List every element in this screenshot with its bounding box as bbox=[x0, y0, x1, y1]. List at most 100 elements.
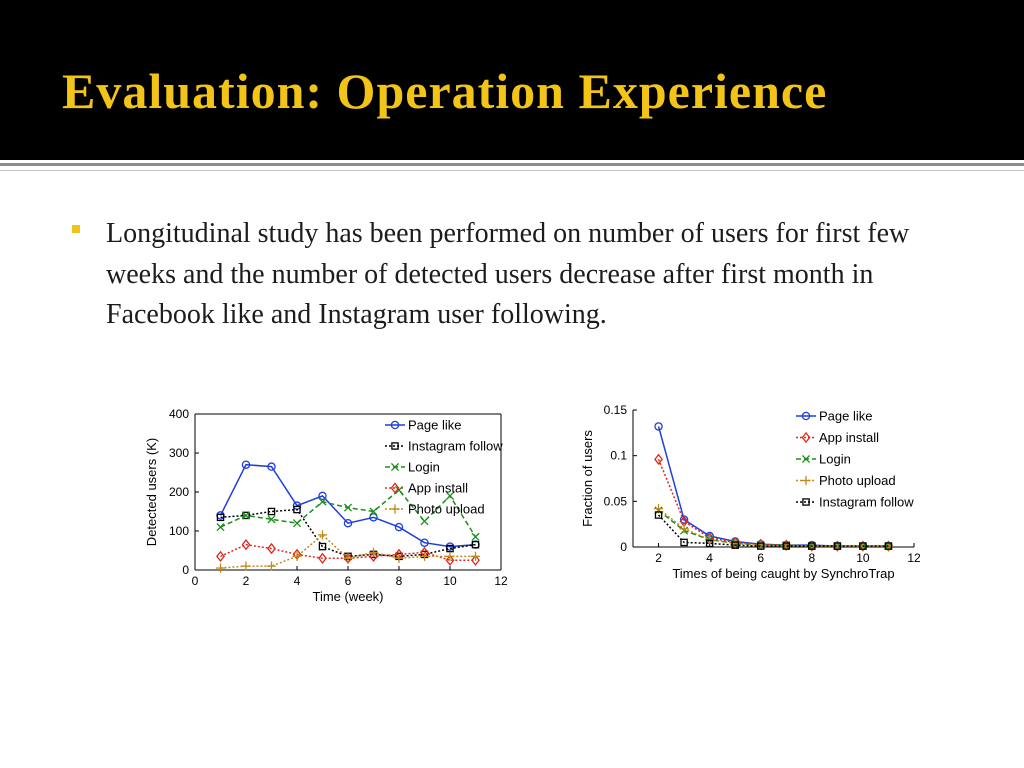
detected-users-chart: 0 2 4 6 8 10 12 0 100 200 300 400 Time (week) Detecte… bbox=[144, 407, 508, 604]
fraction-of-users-chart: 2 4 6 8 10 12 0 0.05 0.1 0.15 Times of being caugh… bbox=[580, 403, 921, 581]
chart1-x-tick-label: 8 bbox=[396, 574, 403, 588]
chart2-point-instagram-follow bbox=[680, 538, 688, 547]
chart2-legend-marker-login bbox=[801, 454, 811, 464]
chart1-point-photo-upload bbox=[445, 551, 455, 561]
chart2-point-instagram-follow bbox=[833, 542, 842, 550]
chart1-point-page-like bbox=[343, 518, 353, 528]
chart2-point-instagram-follow bbox=[756, 542, 765, 550]
chart2-legend-marker-instagram-follow bbox=[802, 498, 810, 506]
chart1-y-tick-label: 200 bbox=[169, 485, 189, 499]
chart1-point-login bbox=[292, 519, 302, 528]
chart2-x-tick-label: 12 bbox=[907, 551, 921, 565]
title-divider-thin bbox=[0, 170, 1024, 171]
chart1-point-login bbox=[216, 523, 225, 532]
chart1-point-page-like bbox=[241, 460, 251, 469]
chart2-series-line-instagram-follow bbox=[657, 514, 889, 547]
title-divider bbox=[0, 163, 1024, 166]
chart1-y-tick-label: 100 bbox=[169, 524, 189, 538]
chart2-y-tick-label: 0.1 bbox=[610, 449, 627, 463]
title-bar: Evaluation: Operation Experience bbox=[0, 0, 1024, 160]
chart1-point-instagram-follow bbox=[446, 544, 454, 553]
chart1-point-login bbox=[420, 517, 429, 526]
chart1-point-login bbox=[241, 511, 251, 520]
chart1-point-app-install bbox=[318, 552, 327, 564]
chart1-point-app-install bbox=[369, 550, 378, 563]
chart1-point-instagram-follow bbox=[471, 540, 480, 549]
chart2-point-page-like bbox=[654, 422, 663, 431]
chart2-y-tick-label: 0.15 bbox=[604, 403, 628, 417]
chart1-legend-label-photo-upload: Photo upload bbox=[408, 502, 485, 517]
chart1-point-instagram-follow bbox=[242, 511, 250, 520]
chart2-x-tick-label: 6 bbox=[757, 551, 764, 565]
chart1-point-app-install bbox=[216, 550, 225, 563]
chart1-legend-marker-instagram-follow bbox=[391, 442, 399, 450]
chart1-point-app-install bbox=[445, 554, 455, 566]
chart1-legend-label-page-like: Page like bbox=[408, 418, 461, 433]
chart1-point-app-install bbox=[343, 552, 353, 564]
chart2-x-tick-label: 8 bbox=[808, 551, 815, 565]
chart2-legend-marker-app-install bbox=[801, 431, 811, 444]
chart1-x-axis-label: Time (week) bbox=[312, 589, 383, 604]
chart1-series-line-photo-upload bbox=[220, 533, 476, 569]
chart2-point-instagram-follow bbox=[808, 542, 816, 550]
chart2-point-instagram-follow bbox=[731, 541, 739, 549]
chart1-point-instagram-follow bbox=[216, 513, 225, 522]
chart1-y-axis-label: Detected users (K) bbox=[144, 438, 159, 546]
chart1-x-tick-label: 12 bbox=[494, 574, 508, 588]
chart1-x-tick-label: 6 bbox=[345, 574, 352, 588]
chart1-x-tick-label: 10 bbox=[443, 574, 457, 588]
chart2-x-axis-label: Times of being caught by SynchroTrap bbox=[672, 566, 894, 581]
chart1-point-app-install bbox=[241, 538, 251, 551]
chart2-point-app-install bbox=[654, 453, 663, 465]
chart1-y-tick-label: 300 bbox=[169, 446, 189, 460]
chart1-point-photo-upload bbox=[419, 551, 430, 561]
chart1-x-tick-label: 2 bbox=[243, 574, 250, 588]
chart2-x-tick-label: 4 bbox=[706, 551, 713, 565]
chart1-point-login bbox=[445, 491, 455, 500]
chart1-series-line-page-like bbox=[219, 463, 476, 548]
chart1-point-app-install bbox=[267, 542, 276, 555]
chart2-legend-label-instagram-follow: Instagram follow bbox=[819, 495, 914, 510]
chart2-point-instagram-follow bbox=[884, 542, 893, 550]
chart1-point-app-install bbox=[471, 554, 480, 566]
chart2-legend-label-login: Login bbox=[819, 452, 851, 467]
chart1-point-page-like bbox=[369, 513, 378, 522]
chart1-legend-marker-page-like bbox=[390, 420, 400, 430]
chart1-series-line-instagram-follow bbox=[220, 508, 476, 558]
bullet-text: Longitudinal study has been performed on… bbox=[106, 218, 910, 330]
chart1-point-instagram-follow bbox=[318, 542, 327, 551]
chart2-legend-marker-page-like bbox=[801, 411, 811, 421]
chart1-point-photo-upload bbox=[394, 553, 404, 563]
chart1-point-page-like bbox=[267, 462, 276, 471]
chart1-series-line-app-install bbox=[220, 543, 476, 561]
chart1-point-instagram-follow bbox=[267, 507, 276, 516]
chart2-point-instagram-follow bbox=[859, 542, 867, 550]
slide-title: Evaluation: Operation Experience bbox=[62, 63, 828, 119]
chart2-series-line-login bbox=[658, 509, 889, 547]
chart1-legend-marker-photo-upload bbox=[390, 504, 400, 514]
chart1-legend-label-login: Login bbox=[408, 460, 440, 475]
chart1-point-photo-upload bbox=[343, 553, 353, 563]
chart2-series-line-photo-upload bbox=[658, 508, 889, 547]
chart2-legend-marker-photo-upload bbox=[801, 475, 811, 486]
chart1-point-login bbox=[267, 515, 276, 524]
chart1-legend-marker-login bbox=[390, 462, 400, 472]
chart1-point-photo-upload bbox=[368, 547, 379, 558]
chart2-point-instagram-follow bbox=[654, 511, 663, 519]
chart1-x-tick-label: 4 bbox=[294, 574, 301, 588]
chart1-point-page-like bbox=[394, 522, 404, 532]
chart1-y-tick-label: 0 bbox=[182, 563, 189, 577]
chart1-legend-marker-app-install bbox=[390, 482, 400, 494]
chart2-legend-label-page-like: Page like bbox=[819, 409, 872, 424]
chart2-y-axis-label: Fraction of users bbox=[580, 430, 595, 527]
chart1-point-photo-upload bbox=[292, 551, 302, 561]
square-bullet-icon bbox=[72, 225, 80, 233]
chart1-legend-label-app-install: App install bbox=[408, 481, 468, 496]
chart2-y-tick-label: 0.05 bbox=[604, 494, 628, 508]
chart1-point-login bbox=[343, 503, 353, 512]
chart2-point-instagram-follow bbox=[782, 542, 791, 550]
chart1-point-photo-upload bbox=[241, 561, 251, 571]
chart2-y-tick-label: 0 bbox=[620, 540, 627, 554]
chart1-point-photo-upload bbox=[266, 561, 277, 571]
chart1-point-page-like bbox=[420, 538, 429, 547]
